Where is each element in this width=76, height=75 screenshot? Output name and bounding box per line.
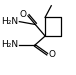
Text: O: O: [49, 50, 56, 59]
Text: H₂N: H₂N: [2, 40, 19, 49]
Text: O: O: [19, 10, 26, 19]
Text: H₂N: H₂N: [2, 17, 19, 26]
